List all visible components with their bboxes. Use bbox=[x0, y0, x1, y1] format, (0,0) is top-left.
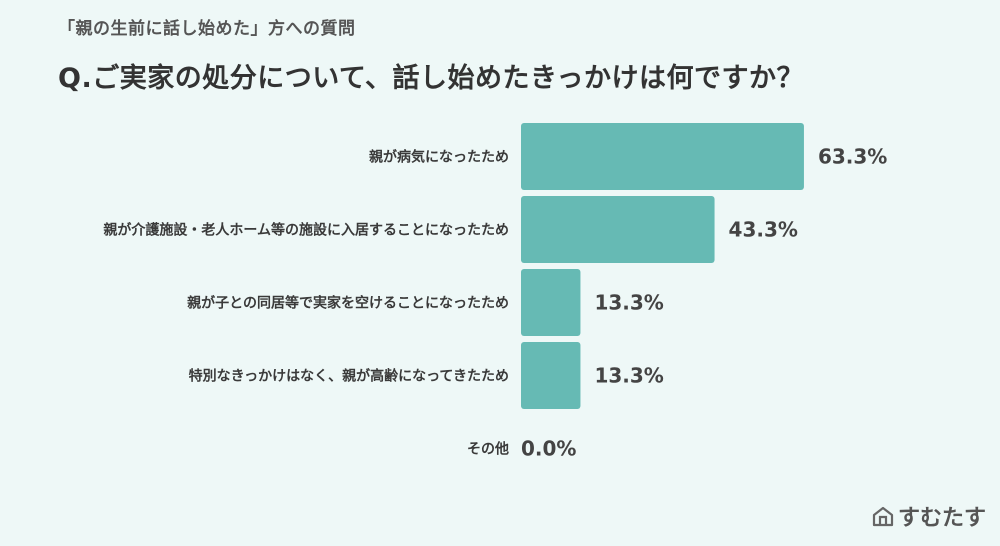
brand-logo: すむたす bbox=[872, 500, 986, 532]
value-label: 13.3% bbox=[594, 364, 663, 388]
category-label: 親が病気になったため bbox=[369, 149, 509, 166]
category-label: 親が介護施設・老人ホーム等の施設に入居することになったため bbox=[103, 222, 509, 239]
value-label: 43.3% bbox=[729, 218, 798, 242]
value-label: 13.3% bbox=[594, 291, 663, 315]
brand-name: すむたす bbox=[897, 506, 986, 531]
category-label: 親が子との同居等で実家を空けることになったため bbox=[187, 295, 509, 312]
chart-title: Q.ご実家の処分について、話し始めたきっかけは何ですか？ bbox=[58, 63, 804, 94]
category-label: その他 bbox=[467, 441, 509, 458]
value-label: 63.3% bbox=[818, 145, 887, 169]
bar bbox=[521, 196, 715, 263]
bar bbox=[521, 269, 581, 336]
category-label: 特別なきっかけはなく、親が高齢になってきたため bbox=[189, 368, 509, 385]
bar bbox=[521, 342, 581, 409]
value-label: 0.0% bbox=[521, 437, 576, 461]
house-logo-icon bbox=[872, 506, 894, 527]
chart-subtitle: 「親の生前に話し始めた」方への質問 bbox=[58, 19, 356, 39]
bar bbox=[521, 123, 804, 190]
